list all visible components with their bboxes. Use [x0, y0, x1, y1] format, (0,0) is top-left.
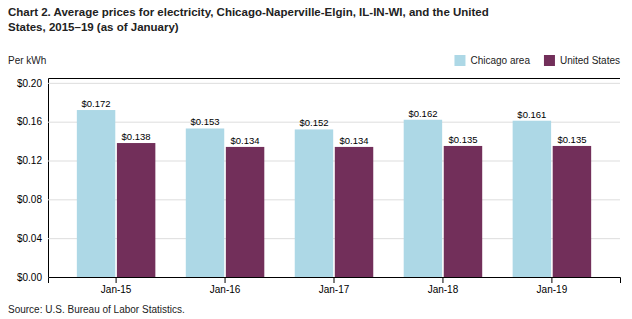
x-tick-label: Jan-17: [319, 284, 350, 295]
x-tick: Jan-19: [537, 277, 568, 295]
title: Chart 2. Average prices for electricity,…: [8, 6, 489, 18]
data-label: $0.153: [190, 116, 219, 127]
data-labels: $0.172 $0.153 $0.152 $0.162 $0.161 $0.138 $0.1…: [82, 98, 587, 146]
bar: [295, 129, 333, 277]
x-tick-label: Jan-18: [428, 284, 459, 295]
bar: [404, 120, 442, 277]
grid-line: [48, 83, 620, 84]
bar: [444, 146, 482, 277]
y-axis: $0.00 $0.04 $0.08 $0.12 $0.16 $0.20: [17, 78, 620, 283]
tick-mark: [551, 277, 552, 283]
source: Source: U.S. Bureau of Labor Statistics.: [8, 304, 185, 315]
y-axis-line: [49, 79, 621, 278]
legend-label: Chicago area: [470, 55, 530, 66]
bars: [77, 110, 591, 277]
tick-mark: [334, 277, 335, 283]
bar-series: [117, 143, 591, 277]
legend-item: Chicago area: [454, 55, 530, 66]
y-tick-label: $0.00: [17, 272, 42, 283]
y-tick-label: $0.08: [17, 194, 42, 205]
bar: [117, 143, 155, 277]
y-tick-label: $0.20: [17, 78, 42, 89]
y-tick: $0.20: [17, 78, 620, 89]
legend-item: United States: [544, 55, 620, 66]
x-axis: Jan-15 Jan-16 Jan-17 Jan-18 Jan-19: [49, 277, 621, 295]
legend-swatch: [454, 55, 465, 66]
bar: [553, 146, 591, 277]
y-tick-label: $0.04: [17, 233, 42, 244]
x-tick: Jan-15: [101, 277, 132, 295]
data-label: $0.162: [408, 108, 437, 119]
data-label: $0.135: [448, 134, 477, 145]
y-tick-label: $0.16: [17, 116, 42, 127]
tick-mark: [225, 277, 226, 283]
bar: [186, 128, 224, 277]
x-tick: Jan-17: [319, 277, 350, 295]
bar: [335, 147, 373, 277]
tick-mark: [442, 277, 443, 283]
bar: [77, 110, 115, 277]
chart: Chart 2. Average prices for electricity,…: [0, 0, 632, 319]
title: States, 2015–19 (as of January): [8, 21, 179, 33]
y-tick-label: $0.12: [17, 155, 42, 166]
data-label: $0.134: [339, 135, 368, 146]
data-label: $0.134: [231, 135, 260, 146]
legend: Chicago area United States: [454, 55, 620, 66]
data-label: $0.138: [122, 131, 151, 142]
tick-mark: [116, 277, 117, 283]
x-tick-label: Jan-15: [101, 284, 132, 295]
x-axis-line: [49, 278, 621, 284]
y-axis-label: Per kWh: [8, 55, 46, 66]
data-label: $0.135: [557, 134, 586, 145]
data-label: $0.152: [299, 117, 328, 128]
plot: $0.00$0.04$0.08$0.12$0.16$0.20Jan-15Jan-…: [17, 78, 621, 296]
legend-swatch: [544, 55, 555, 66]
x-tick: Jan-18: [428, 277, 459, 295]
legend-label: United States: [560, 55, 620, 66]
x-tick-label: Jan-16: [210, 284, 241, 295]
bar: [226, 147, 264, 277]
data-label: $0.172: [82, 98, 111, 109]
x-tick: Jan-16: [210, 277, 241, 295]
data-label: $0.161: [517, 109, 546, 120]
bar: [513, 121, 551, 277]
bar-series: [77, 110, 551, 277]
x-tick-label: Jan-19: [537, 284, 568, 295]
